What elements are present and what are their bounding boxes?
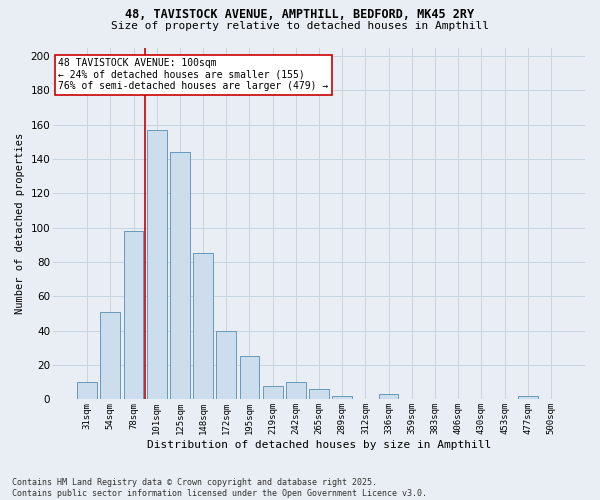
Bar <box>239 356 259 400</box>
Bar <box>263 386 283 400</box>
Bar <box>379 394 398 400</box>
Bar <box>332 396 352 400</box>
Text: Size of property relative to detached houses in Ampthill: Size of property relative to detached ho… <box>111 21 489 31</box>
Bar <box>100 312 120 400</box>
Text: 48 TAVISTOCK AVENUE: 100sqm
← 24% of detached houses are smaller (155)
76% of se: 48 TAVISTOCK AVENUE: 100sqm ← 24% of det… <box>58 58 329 92</box>
Bar <box>518 396 538 400</box>
Bar <box>286 382 306 400</box>
Bar <box>217 331 236 400</box>
Bar <box>170 152 190 400</box>
Bar <box>147 130 167 400</box>
Text: Contains HM Land Registry data © Crown copyright and database right 2025.
Contai: Contains HM Land Registry data © Crown c… <box>12 478 427 498</box>
Bar <box>124 231 143 400</box>
Bar <box>309 389 329 400</box>
Bar <box>193 254 213 400</box>
X-axis label: Distribution of detached houses by size in Ampthill: Distribution of detached houses by size … <box>147 440 491 450</box>
Bar <box>77 382 97 400</box>
Y-axis label: Number of detached properties: Number of detached properties <box>15 133 25 314</box>
Text: 48, TAVISTOCK AVENUE, AMPTHILL, BEDFORD, MK45 2RY: 48, TAVISTOCK AVENUE, AMPTHILL, BEDFORD,… <box>125 8 475 20</box>
